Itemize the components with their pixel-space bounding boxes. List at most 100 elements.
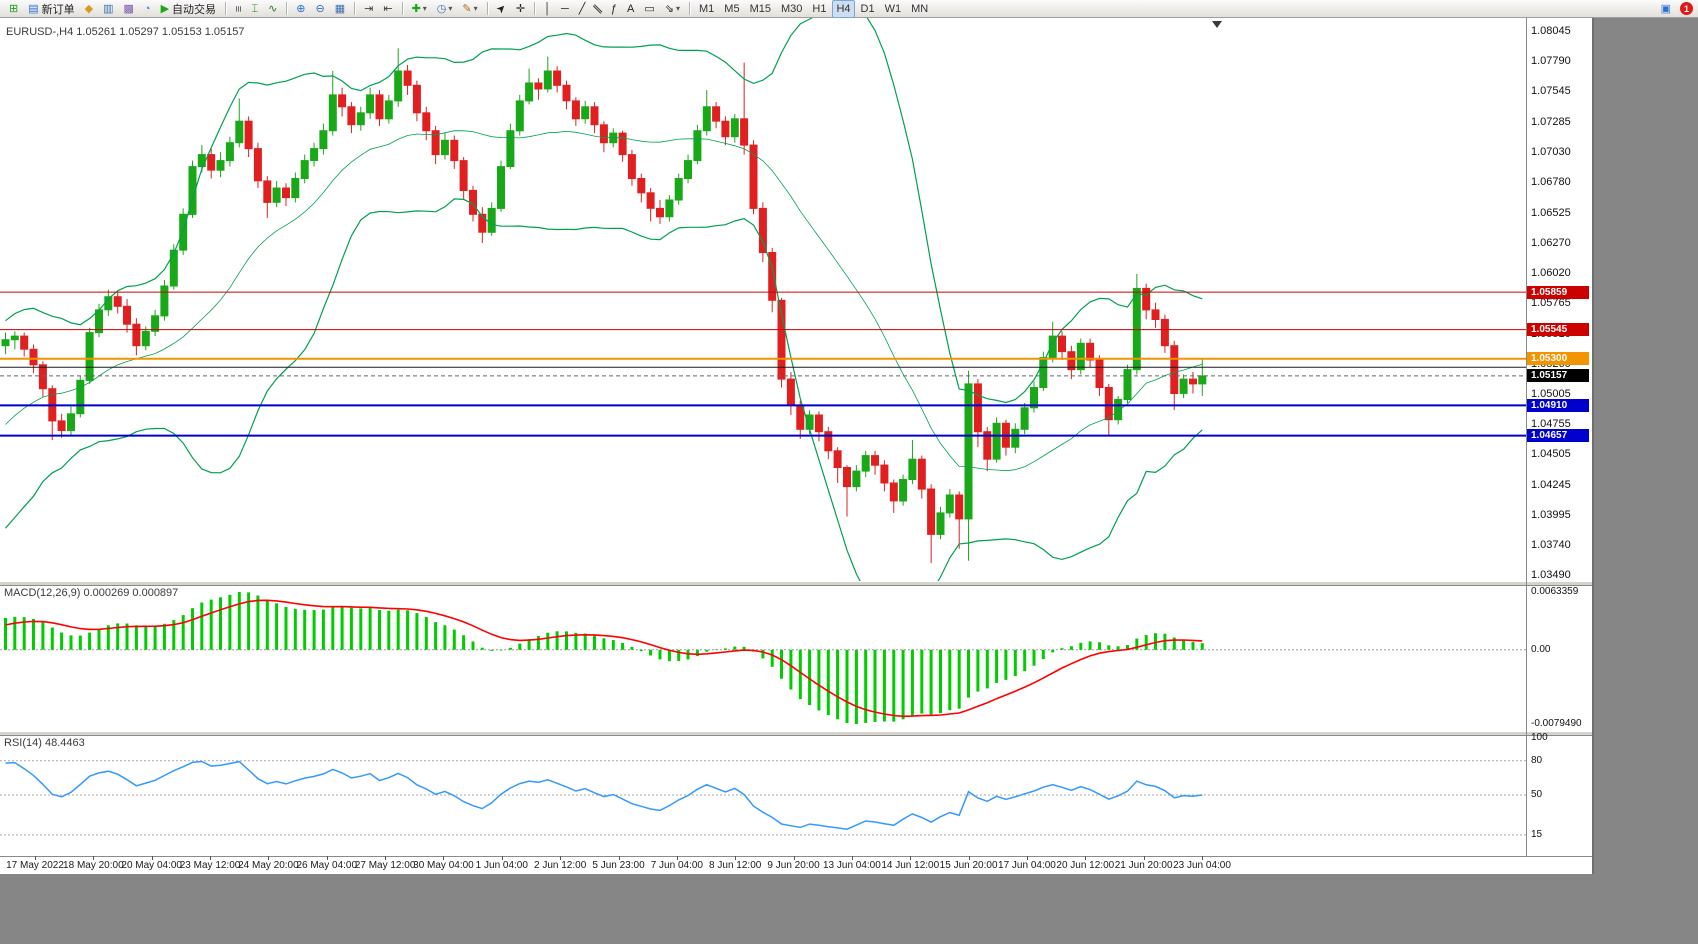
zoom-in-button[interactable]: ⊕ [292,0,309,18]
price-level-tag: 1.05300 [1527,352,1589,366]
arrows-icon: ⇘ [664,2,674,15]
toolbar-separator [534,2,536,15]
time-tick [735,856,737,860]
price-scale-label: 1.06020 [1531,266,1571,279]
autotrading-icon: ▶ [160,2,170,15]
chart-shift-button[interactable]: ⇤ [379,0,396,18]
panel-splitter[interactable] [0,731,1592,736]
time-axis-label: 20 May 04:00 [121,860,182,871]
periods-icon: ◷ [436,2,447,15]
tf-h4-button[interactable]: H4 [832,0,855,18]
time-axis-label: 5 Jun 23:00 [592,860,645,871]
time-tick [151,856,153,860]
rsi-canvas[interactable] [0,734,1592,856]
tf-w1-button[interactable]: W1 [881,0,906,18]
candlestick-chart-button[interactable]: ⌶ [247,0,262,18]
tf-h4-label: H4 [836,2,851,15]
time-axis-label: 9 Jun 20:00 [767,860,820,871]
tf-m30-button[interactable]: M30 [777,0,806,18]
crosshair-button[interactable]: ✛ [512,0,529,18]
bar-chart-button[interactable]: ≡ [231,0,245,18]
label-button[interactable]: ▭ [640,0,658,18]
horizontal-line-icon: ─ [560,2,569,15]
tf-d1-label: D1 [860,2,875,15]
mql5-market-button[interactable]: ◆ [81,0,97,18]
periods-button[interactable]: ◷ ▾ [433,0,457,18]
new-chart-button[interactable]: ⊞ [5,0,22,18]
bollinger-upper-band [5,18,1203,404]
templates-button[interactable]: ✎ ▾ [458,0,481,18]
zoom-in-icon: ⊕ [296,2,306,15]
fibonacci-icon: ƒ [610,2,618,15]
cursor-button[interactable]: ➤ [493,0,510,18]
time-tick [618,856,620,860]
panel-splitter[interactable] [0,581,1592,586]
time-axis-label: 27 May 12:00 [354,860,416,871]
price-chart-canvas[interactable] [0,18,1592,581]
chart-window[interactable]: EURUSD-,H4 1.05261 1.05297 1.05153 1.051… [0,18,1594,874]
notification-badge[interactable]: 1 [1680,2,1693,15]
current-price-tag: 1.05157 [1527,369,1589,383]
time-axis-label: 8 Jun 12:00 [709,860,762,871]
time-axis[interactable]: 17 May 2022 18 May 20:00 20 May 04:00 23 Ma… [0,856,1592,874]
tf-m15-button[interactable]: M15 [746,0,775,18]
text-button[interactable]: A [623,0,638,18]
trendline-button[interactable]: ╱ [575,0,590,18]
tf-mn-button[interactable]: MN [907,0,932,18]
price-scale-label: 1.07545 [1531,84,1571,97]
vertical-line-icon: │ [544,2,551,15]
bollinger-middle-band [5,130,1203,472]
chart-shift-marker[interactable] [1212,21,1222,28]
tf-m15-label: M15 [749,2,771,15]
line-chart-button[interactable]: ∿ [264,0,281,18]
rsi-axis-label: 100 [1531,732,1548,743]
indicators-button[interactable]: ✚ ▾ [408,0,431,18]
data-window-button[interactable]: ▩ [120,0,138,18]
tf-m5-button[interactable]: M5 [720,0,743,18]
strategy-tester-button[interactable]: ◔ [140,0,155,18]
time-axis-label: 24 May 20:00 [238,860,299,871]
indicators-caret-icon: ▾ [422,4,427,13]
tf-h1-button[interactable]: H1 [808,0,830,18]
toolbar-separator [286,2,288,15]
tf-mn-label: MN [911,2,929,15]
arrows-button[interactable]: ⇘ ▾ [661,0,684,18]
time-axis-label: 23 Jun 04:00 [1173,860,1231,871]
time-axis-label: 2 Jun 12:00 [534,860,587,871]
tile-windows-icon: ▦ [334,2,346,15]
time-tick [443,856,445,860]
horizontal-line-button[interactable]: ─ [557,0,573,18]
auto-scroll-button[interactable]: ⇥ [360,0,377,18]
price-scale-label: 1.04505 [1531,447,1571,460]
price-scale-label: 1.06525 [1531,206,1571,219]
strategy-tester-icon: ◔ [143,2,151,15]
zoom-out-button[interactable]: ⊖ [312,0,329,18]
channel-button[interactable]: ∥ [591,0,605,18]
fibonacci-button[interactable]: ƒ [607,0,621,18]
time-tick [268,856,270,860]
community-button[interactable]: ▣ [1657,0,1675,18]
data-window-icon: ▩ [123,2,134,15]
time-axis-label: 21 Jun 20:00 [1114,860,1173,871]
time-axis-label: 17 May 2022 [6,860,64,871]
price-scale-label: 1.07285 [1531,115,1571,128]
new-order-button[interactable]: ▤ 新订单 [24,0,78,18]
macd-canvas[interactable] [0,584,1592,731]
toolbar-separator [689,2,690,15]
tile-windows-button[interactable]: ▦ [331,0,349,18]
price-level-tag: 1.05545 [1527,323,1589,337]
time-tick [1085,856,1087,860]
price-level-tag: 1.04910 [1527,398,1589,412]
tf-m1-button[interactable]: M1 [695,0,718,18]
price-scale-label: 1.04755 [1531,417,1571,430]
autotrading-button[interactable]: ▶ 自动交易 [157,0,220,18]
periods-caret-icon: ▾ [448,4,453,13]
tf-d1-button[interactable]: D1 [857,0,879,18]
price-scale-label: 1.05005 [1531,388,1571,401]
price-scale-label: 1.07030 [1531,146,1571,159]
price-scale-label: 1.03740 [1531,539,1571,552]
market-watch-button[interactable]: ▥ [99,0,117,18]
rsi-line [5,760,1203,830]
rsi-axis-label: 80 [1531,754,1543,766]
vertical-line-button[interactable]: │ [540,0,555,18]
